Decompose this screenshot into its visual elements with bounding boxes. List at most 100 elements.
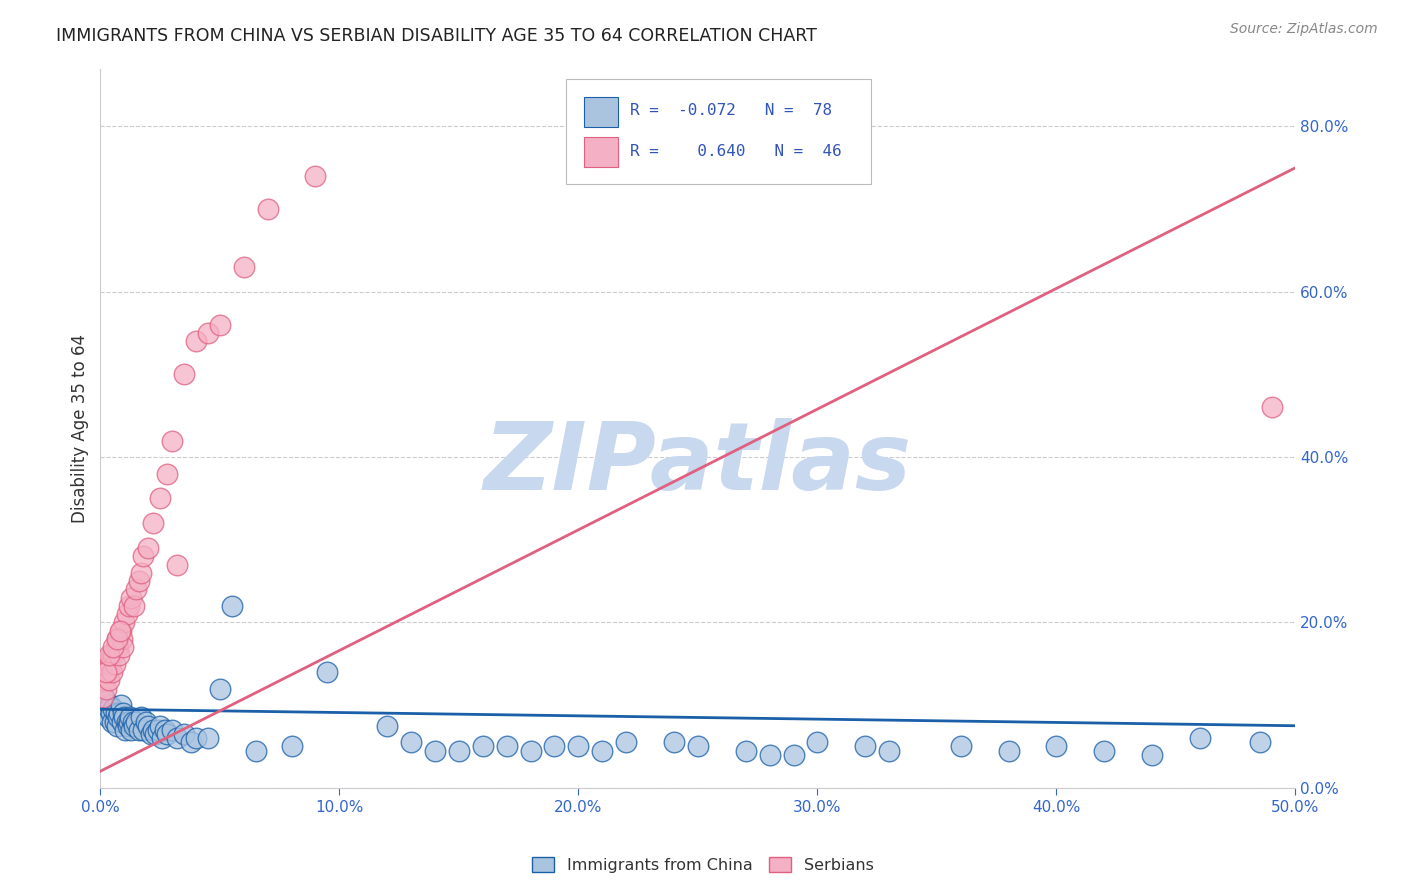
Point — [142, 516, 165, 531]
Point — [135, 714, 157, 729]
Point — [118, 714, 141, 729]
Point — [447, 743, 470, 757]
Point — [758, 747, 780, 762]
Point — [98, 648, 121, 663]
Point — [143, 727, 166, 741]
Point — [173, 727, 195, 741]
Text: IMMIGRANTS FROM CHINA VS SERBIAN DISABILITY AGE 35 TO 64 CORRELATION CHART: IMMIGRANTS FROM CHINA VS SERBIAN DISABIL… — [56, 27, 817, 45]
Point — [1092, 743, 1115, 757]
Point — [112, 710, 135, 724]
Point — [136, 719, 159, 733]
Point — [166, 731, 188, 746]
Point — [96, 681, 118, 696]
Point — [108, 706, 131, 721]
Point — [121, 714, 143, 729]
Point — [93, 690, 115, 704]
Point — [120, 710, 142, 724]
Point — [94, 665, 117, 679]
Point — [519, 743, 541, 757]
Point — [1140, 747, 1163, 762]
Point — [122, 719, 145, 733]
Y-axis label: Disability Age 35 to 64: Disability Age 35 to 64 — [72, 334, 89, 523]
Point — [107, 640, 129, 655]
Point — [208, 318, 231, 332]
Point — [91, 690, 114, 704]
Point — [139, 727, 162, 741]
Point — [136, 541, 159, 555]
Point — [128, 574, 150, 588]
Point — [110, 624, 132, 638]
Point — [399, 735, 422, 749]
Point — [125, 582, 148, 597]
Point — [1249, 735, 1271, 749]
Point — [853, 739, 876, 754]
FancyBboxPatch shape — [585, 136, 617, 167]
Point — [152, 731, 174, 746]
Point — [149, 719, 172, 733]
Point — [782, 747, 804, 762]
Point — [184, 334, 207, 349]
Point — [146, 723, 169, 737]
Point — [108, 624, 131, 638]
Point — [471, 739, 494, 754]
Point — [107, 710, 129, 724]
Point — [423, 743, 446, 757]
Point — [662, 735, 685, 749]
Point — [125, 714, 148, 729]
Point — [734, 743, 756, 757]
Point — [105, 632, 128, 646]
Point — [111, 714, 134, 729]
Point — [104, 657, 127, 671]
Point — [197, 326, 219, 340]
Point — [105, 719, 128, 733]
Point — [118, 599, 141, 613]
Point — [104, 714, 127, 729]
Point — [180, 735, 202, 749]
Point — [166, 558, 188, 572]
Point — [101, 640, 124, 655]
Point — [614, 735, 637, 749]
Point — [1045, 739, 1067, 754]
Point — [122, 599, 145, 613]
Text: ZIPatlas: ZIPatlas — [484, 418, 912, 510]
Point — [495, 739, 517, 754]
Point — [197, 731, 219, 746]
Point — [91, 698, 114, 712]
Point — [98, 657, 121, 671]
Point — [316, 665, 339, 679]
Point — [96, 665, 118, 679]
Point — [184, 731, 207, 746]
Point — [120, 591, 142, 605]
Point — [111, 632, 134, 646]
Point — [160, 434, 183, 448]
Point — [94, 657, 117, 671]
Text: Source: ZipAtlas.com: Source: ZipAtlas.com — [1230, 22, 1378, 37]
Point — [156, 727, 179, 741]
Point — [112, 706, 135, 721]
Point — [103, 648, 125, 663]
Point — [97, 702, 120, 716]
Point — [245, 743, 267, 757]
Point — [208, 681, 231, 696]
Point — [93, 673, 115, 688]
Point — [114, 723, 136, 737]
Point — [304, 169, 326, 183]
Point — [543, 739, 565, 754]
Point — [101, 714, 124, 729]
Point — [115, 714, 138, 729]
Point — [232, 260, 254, 274]
Point — [256, 202, 278, 216]
Point — [98, 698, 121, 712]
Point — [949, 739, 972, 754]
Point — [153, 723, 176, 737]
Point — [96, 694, 118, 708]
Point — [997, 743, 1019, 757]
Point — [156, 467, 179, 481]
Text: R =    0.640   N =  46: R = 0.640 N = 46 — [630, 144, 842, 159]
Point — [142, 723, 165, 737]
Point — [129, 566, 152, 580]
Point — [100, 648, 122, 663]
Point — [1188, 731, 1211, 746]
Point — [108, 648, 131, 663]
Point — [173, 368, 195, 382]
